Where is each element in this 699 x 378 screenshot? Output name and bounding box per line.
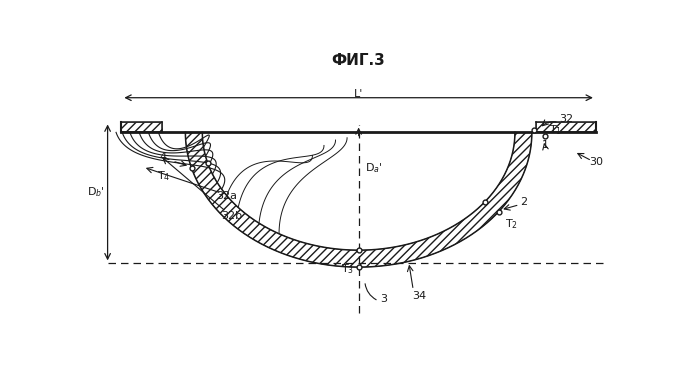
- Text: 34: 34: [412, 291, 426, 302]
- Text: 30: 30: [590, 158, 604, 167]
- Text: 2: 2: [520, 197, 528, 208]
- Text: T$_3$: T$_3$: [341, 263, 354, 276]
- Text: 3: 3: [380, 294, 387, 304]
- Text: 32a: 32a: [216, 191, 237, 201]
- Text: D$_a$': D$_a$': [365, 162, 382, 175]
- Text: D$_b$': D$_b$': [87, 186, 105, 199]
- Text: ФИГ.3: ФИГ.3: [332, 53, 385, 68]
- Text: T$_1$: T$_1$: [549, 123, 562, 137]
- Polygon shape: [122, 122, 162, 132]
- Text: 32: 32: [559, 115, 573, 124]
- Polygon shape: [535, 122, 596, 132]
- Text: T$_4$: T$_4$: [157, 169, 170, 183]
- Text: L': L': [354, 89, 363, 99]
- Text: 4: 4: [160, 152, 167, 162]
- Polygon shape: [162, 132, 535, 267]
- Text: 1: 1: [542, 140, 549, 150]
- Text: T$_2$: T$_2$: [505, 217, 518, 231]
- Text: 32b: 32b: [222, 211, 243, 221]
